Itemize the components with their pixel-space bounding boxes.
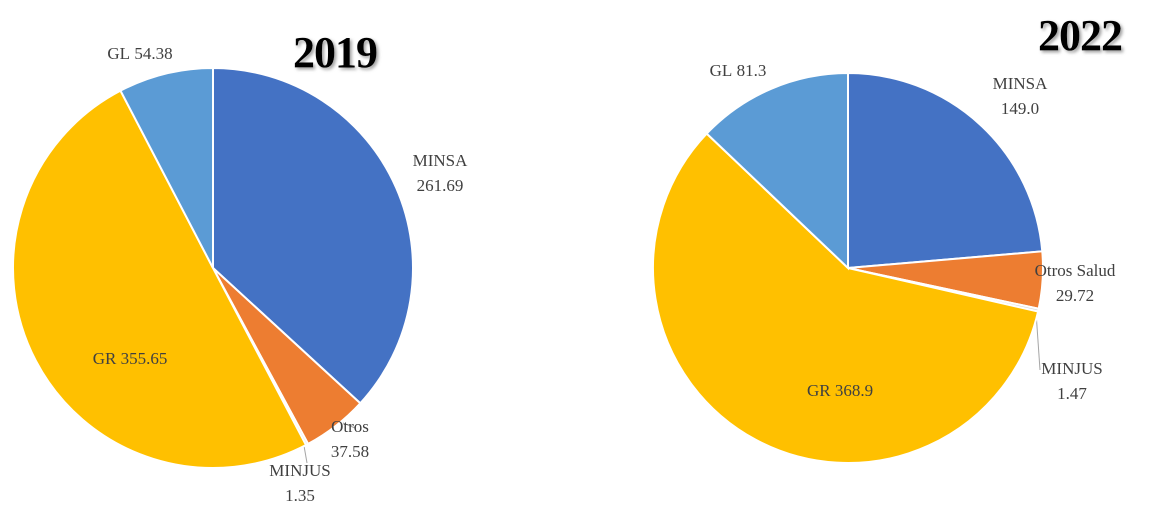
value-label: 1.35 [285, 486, 315, 505]
pie-slice [12, 89, 308, 469]
pie-slice [652, 132, 1040, 464]
value-label: 261.69 [417, 176, 464, 195]
value-label: 81.3 [737, 61, 767, 80]
pie-slice [119, 66, 214, 269]
value-label: 1.47 [1057, 384, 1087, 403]
value-label: 149.0 [1001, 99, 1039, 118]
pie-slice [212, 66, 414, 405]
pie-slice [705, 71, 849, 271]
slice-label: MINJUS [269, 461, 330, 480]
leader-line [1035, 311, 1041, 371]
value-label: 29.72 [1056, 286, 1094, 305]
slice-label-group: GL 81.3 [710, 61, 767, 80]
value-label: 54.38 [134, 44, 172, 63]
value-label: 368.9 [835, 381, 873, 400]
slice-label: GR [93, 349, 117, 368]
value-label: 37.58 [331, 442, 369, 461]
slice-label: GL [710, 61, 733, 80]
leader-line [342, 422, 356, 429]
slice-label: Otros [331, 417, 369, 436]
slice-label: MINJUS [1041, 359, 1102, 378]
chart-title: 2019 [293, 28, 377, 77]
slice-label-group: GR 355.65 [93, 349, 168, 368]
chart-title: 2022 [1038, 11, 1122, 60]
slice-label: GR [807, 381, 831, 400]
slice-label: Otros Salud [1035, 261, 1116, 280]
value-label: 355.65 [121, 349, 168, 368]
slice-label: MINSA [413, 151, 469, 170]
slice-label-group: GL 54.38 [107, 44, 172, 63]
slice-label: MINSA [993, 74, 1049, 93]
pie-slice [847, 71, 1044, 270]
slice-label-group: GR 368.9 [807, 381, 873, 400]
slice-label: GL [107, 44, 130, 63]
